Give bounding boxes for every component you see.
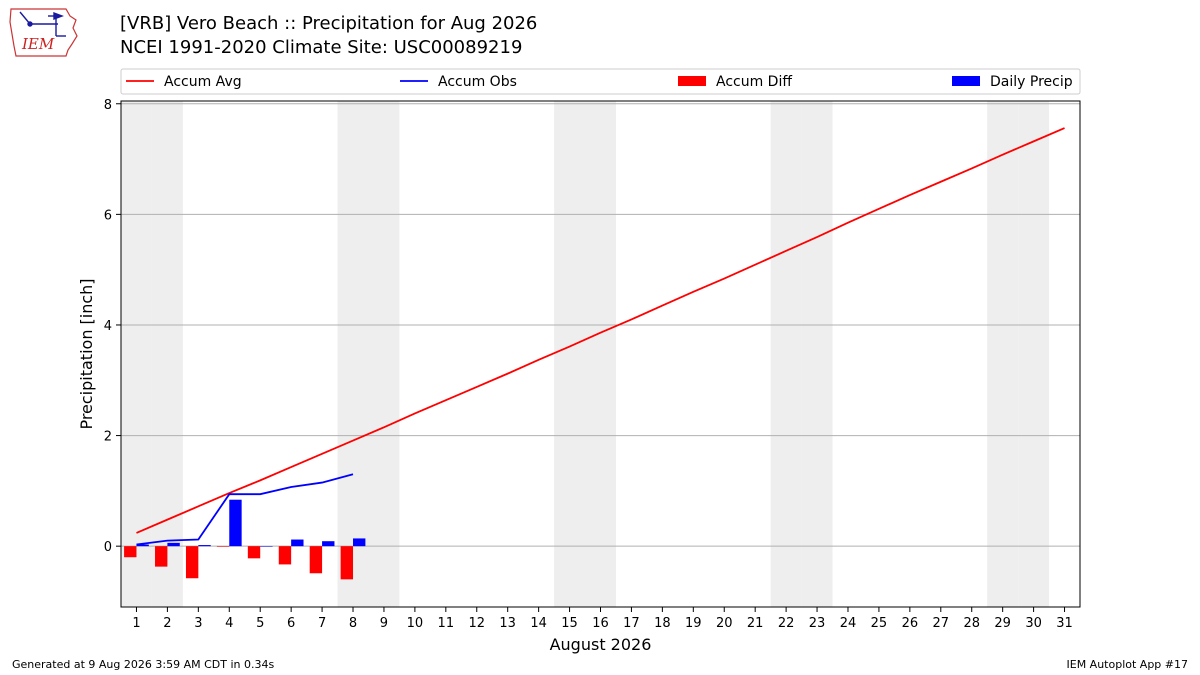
logo-text: IEM [21, 35, 55, 53]
x-tick-label: 13 [499, 616, 516, 631]
x-tick-label: 7 [318, 616, 326, 631]
accum-diff-bar [155, 546, 168, 567]
accum-avg-line [136, 127, 1065, 534]
legend-label: Accum Obs [438, 74, 517, 90]
x-tick-label: 30 [1025, 616, 1042, 631]
weekend-band [770, 101, 802, 607]
iem-logo: IEM [9, 8, 78, 57]
x-tick-label: 6 [287, 616, 295, 631]
x-tick-label: 18 [654, 616, 671, 631]
x-tick-label: 15 [561, 616, 578, 631]
y-tick-label: 8 [104, 98, 112, 113]
x-tick-label: 26 [902, 616, 919, 631]
weekend-band [151, 101, 183, 607]
x-tick-label: 28 [963, 616, 980, 631]
weekend-band [1018, 101, 1050, 607]
accum-diff-bar [185, 546, 199, 579]
x-tick-label: 12 [468, 616, 485, 631]
generated-timestamp: Generated at 9 Aug 2026 3:59 AM CDT in 0… [12, 658, 275, 671]
y-axis-label: Precipitation [inch] [77, 278, 96, 429]
daily-precip-bar [353, 538, 366, 547]
daily-precip-bar [260, 546, 273, 547]
x-tick-label: 14 [530, 616, 547, 631]
weekend-band [585, 101, 616, 607]
x-tick-label: 22 [778, 616, 795, 631]
daily-precip-bar [291, 539, 304, 547]
weekend-band [121, 101, 152, 607]
chart-subtitle: NCEI 1991-2020 Climate Site: USC00089219 [120, 37, 523, 58]
accum-diff-bar [278, 546, 292, 565]
x-tick-label: 16 [592, 616, 609, 631]
x-tick-label: 23 [809, 616, 826, 631]
x-tick-label: 25 [871, 616, 888, 631]
weekend-band [337, 101, 369, 607]
x-tick-label: 3 [194, 616, 202, 631]
weekend-band [554, 101, 586, 607]
y-tick-label: 2 [104, 430, 112, 445]
accum-diff-bar [216, 546, 230, 547]
x-tick-label: 2 [163, 616, 171, 631]
daily-precip-bar [198, 545, 211, 547]
weekend-band [368, 101, 400, 607]
accum-diff-bar [247, 546, 261, 559]
accum-diff-bar [124, 546, 137, 558]
daily-precip-bar [322, 541, 335, 547]
app-label: IEM Autoplot App #17 [1066, 658, 1189, 671]
legend: Accum Avg Accum Obs Accum Diff Daily Precip [120, 68, 1081, 95]
x-tick-label: 21 [747, 616, 764, 631]
legend-label: Daily Precip [990, 74, 1073, 90]
x-tick-label: 20 [716, 616, 733, 631]
y-tick-label: 4 [104, 319, 112, 334]
x-tick-label: 11 [438, 616, 455, 631]
x-axis-label: August 2026 [550, 635, 652, 654]
legend-label: Accum Diff [716, 74, 792, 90]
accum-diff-bar [309, 546, 323, 574]
legend-swatch [678, 76, 706, 86]
x-tick-label: 9 [380, 616, 388, 631]
x-tick-label: 1 [132, 616, 140, 631]
accum-diff-bar [340, 546, 354, 580]
x-tick-label: 4 [225, 616, 233, 631]
x-tick-label: 10 [407, 616, 424, 631]
x-tick-label: 17 [623, 616, 640, 631]
weekend-band [987, 101, 1019, 607]
x-tick-label: 8 [349, 616, 357, 631]
accum-obs-line [136, 473, 354, 546]
y-tick-label: 6 [104, 208, 112, 223]
daily-precip-bar [136, 544, 149, 547]
legend-box [120, 68, 1081, 95]
x-tick-label: 31 [1056, 616, 1073, 631]
x-tick-label: 24 [840, 616, 857, 631]
x-tick-label: 29 [994, 616, 1011, 631]
x-tick-label: 19 [685, 616, 702, 631]
daily-precip-bar [229, 499, 242, 547]
chart-title: [VRB] Vero Beach :: Precipitation for Au… [120, 13, 538, 34]
legend-label: Accum Avg [164, 74, 242, 90]
y-tick-label: 0 [104, 540, 112, 555]
weekend-band [801, 101, 833, 607]
weather-station-icon [19, 11, 66, 37]
legend-swatch [952, 76, 980, 86]
daily-precip-bar [167, 542, 180, 547]
x-tick-label: 27 [933, 616, 950, 631]
x-tick-label: 5 [256, 616, 264, 631]
